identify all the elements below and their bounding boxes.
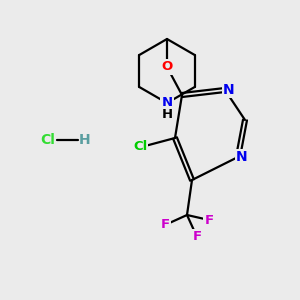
Text: Cl: Cl bbox=[40, 133, 56, 147]
Text: F: F bbox=[204, 214, 214, 226]
Text: H: H bbox=[161, 109, 172, 122]
Text: Cl: Cl bbox=[133, 140, 147, 152]
Text: N: N bbox=[161, 97, 172, 110]
Text: F: F bbox=[192, 230, 202, 244]
Text: F: F bbox=[160, 218, 169, 232]
Text: H: H bbox=[79, 133, 91, 147]
Text: O: O bbox=[161, 61, 172, 74]
Text: N: N bbox=[236, 150, 248, 164]
Text: N: N bbox=[223, 83, 235, 97]
